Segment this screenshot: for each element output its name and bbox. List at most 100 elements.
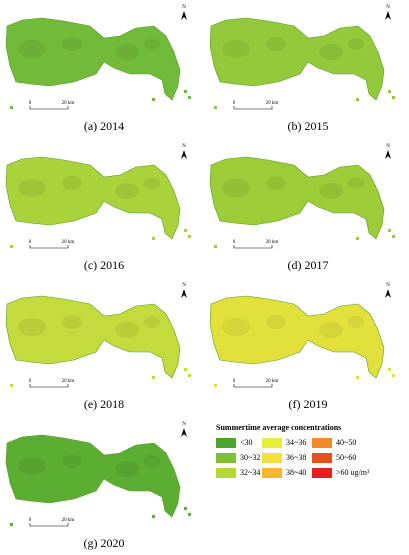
- legend-label: 34~36: [286, 438, 306, 447]
- north-label: N: [182, 144, 186, 149]
- map-patch: [18, 318, 46, 336]
- map-region: [5, 295, 181, 379]
- north-label: N: [386, 5, 390, 10]
- scale-start: 0: [233, 240, 236, 245]
- island: [188, 96, 191, 99]
- island: [152, 515, 155, 518]
- map-patch: [144, 455, 160, 467]
- legend-swatch: [216, 438, 236, 448]
- legend-swatch: [312, 438, 332, 448]
- north-arrow: [385, 11, 391, 20]
- map-panel: N 0 20 km (f) 2019: [209, 283, 395, 411]
- island: [152, 98, 155, 101]
- map-patch: [348, 316, 364, 328]
- north-arrow: [181, 428, 187, 437]
- map-region: [5, 156, 181, 240]
- island: [152, 376, 155, 379]
- map-patch: [62, 315, 82, 329]
- island: [214, 106, 217, 109]
- scale-start: 0: [233, 101, 236, 106]
- legend-label: 36~38: [286, 453, 306, 462]
- scale-end: 20 km: [62, 379, 75, 384]
- map-panel: N 0 20 km (e) 2018: [5, 283, 191, 411]
- north-label: N: [386, 144, 390, 149]
- island: [10, 106, 13, 109]
- map-region: [5, 434, 181, 518]
- scale-end: 20 km: [62, 101, 75, 106]
- legend-swatch: [262, 468, 282, 478]
- map-patch: [115, 183, 139, 199]
- legend-swatch: [216, 453, 236, 463]
- island: [388, 368, 391, 371]
- map-patch: [319, 183, 343, 199]
- scale-bar: [233, 384, 273, 388]
- scale-end: 20 km: [266, 101, 279, 106]
- map-patch: [222, 179, 250, 197]
- north-arrow: [385, 150, 391, 159]
- legend-label: >60 ug/m³: [336, 468, 370, 477]
- north-label: N: [386, 283, 390, 288]
- north-arrow: [385, 289, 391, 298]
- island: [392, 96, 395, 99]
- map-patch: [62, 176, 82, 190]
- map-region: [209, 156, 385, 240]
- legend-swatch: [262, 453, 282, 463]
- island: [188, 235, 191, 238]
- island: [184, 90, 187, 93]
- scale-end: 20 km: [62, 240, 75, 245]
- north-label: N: [182, 283, 186, 288]
- map-patch: [348, 177, 364, 189]
- legend-label: 32~34: [240, 468, 260, 477]
- legend-label: 30~32: [240, 453, 260, 462]
- map-patch: [319, 44, 343, 60]
- island: [392, 235, 395, 238]
- map-patch: [115, 461, 139, 477]
- map-patch: [18, 40, 46, 58]
- map-patch: [144, 38, 160, 50]
- legend: Summertime average concentrations <30 30~3…: [216, 423, 370, 478]
- scale-bar: [29, 245, 69, 249]
- legend-label: <30: [240, 438, 253, 447]
- island: [356, 98, 359, 101]
- north-label: N: [182, 5, 186, 10]
- map-region: [209, 17, 385, 101]
- scale-bar: [29, 384, 69, 388]
- map-patch: [266, 37, 286, 51]
- map-region: [5, 17, 181, 101]
- island: [214, 384, 217, 387]
- map-panel: N 0 20 km (g) 2020: [5, 422, 191, 550]
- map-patch: [266, 315, 286, 329]
- scale-end: 20 km: [266, 379, 279, 384]
- scale-bar: [233, 106, 273, 110]
- legend-swatch: [312, 468, 332, 478]
- scale-start: 0: [233, 379, 236, 384]
- legend-swatch: [312, 453, 332, 463]
- island: [184, 507, 187, 510]
- island: [188, 513, 191, 516]
- map-patch: [144, 177, 160, 189]
- island: [392, 374, 395, 377]
- map-patch: [222, 318, 250, 336]
- map-panel: N 0 20 km (d) 2017: [209, 144, 395, 272]
- scale-start: 0: [29, 240, 32, 245]
- map-panel: N 0 20 km (a) 2014: [5, 5, 191, 133]
- north-arrow: [181, 289, 187, 298]
- scale-bar: [29, 106, 69, 110]
- legend-label: 40~50: [336, 438, 356, 447]
- map-patch: [18, 457, 46, 475]
- island: [152, 237, 155, 240]
- north-arrow: [181, 11, 187, 20]
- legend-title: Summertime average concentrations: [216, 423, 341, 432]
- map-patch: [266, 176, 286, 190]
- legend-label: 38~40: [286, 468, 306, 477]
- map-patch: [62, 454, 82, 468]
- panel-caption: (g) 2020: [84, 536, 125, 550]
- north-arrow: [181, 150, 187, 159]
- map-patch: [222, 40, 250, 58]
- scale-start: 0: [29, 379, 32, 384]
- island: [356, 376, 359, 379]
- panel-caption: (e) 2018: [84, 397, 124, 411]
- legend-swatch: [262, 438, 282, 448]
